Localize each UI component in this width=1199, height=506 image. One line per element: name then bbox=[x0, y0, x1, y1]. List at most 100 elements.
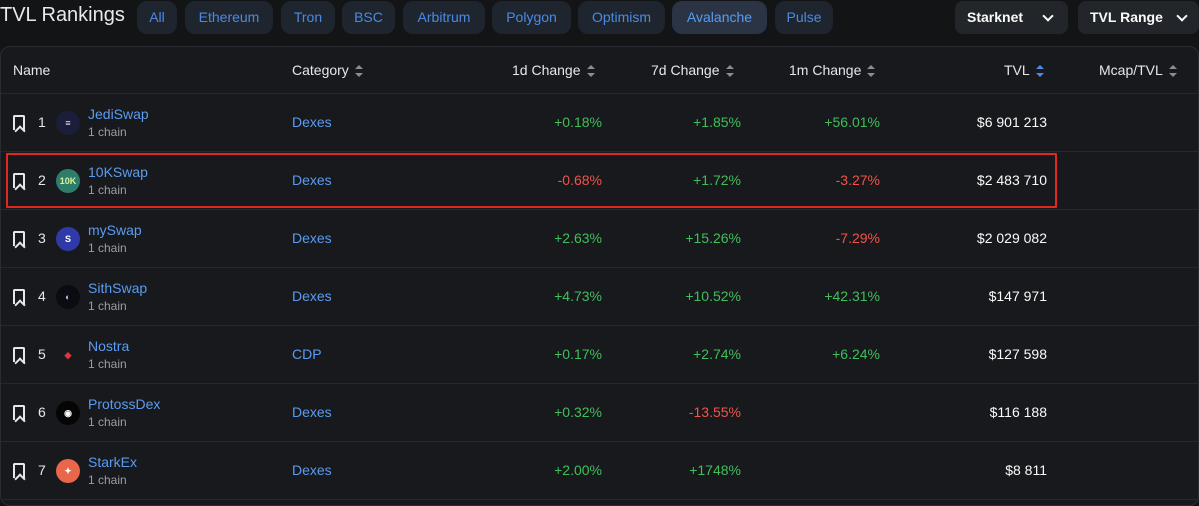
chain-count: 1 chain bbox=[88, 299, 127, 313]
rank-number: 4 bbox=[38, 288, 46, 304]
change-7d: -13.55% bbox=[688, 404, 741, 420]
category-link[interactable]: Dexes bbox=[292, 462, 332, 478]
protocol-logo: ◐ bbox=[56, 285, 80, 309]
protocol-logo: ◆ bbox=[56, 343, 80, 367]
bookmark-icon[interactable] bbox=[13, 231, 25, 246]
tvl-value: $116 188 bbox=[989, 404, 1047, 420]
rank-number: 5 bbox=[38, 346, 46, 362]
protocol-logo: ◉ bbox=[56, 401, 80, 425]
change-1d: +0.32% bbox=[554, 404, 602, 420]
change-7d: +1.72% bbox=[693, 172, 741, 188]
bookmark-icon[interactable] bbox=[13, 289, 25, 304]
rank-number: 2 bbox=[38, 172, 46, 188]
category-link[interactable]: Dexes bbox=[292, 288, 332, 304]
sort-icon bbox=[725, 65, 734, 78]
category-link[interactable]: Dexes bbox=[292, 230, 332, 246]
change-1d: +0.18% bbox=[554, 114, 602, 130]
column-header-tvl[interactable]: TVL bbox=[1004, 62, 1044, 78]
change-7d: +1.85% bbox=[693, 114, 741, 130]
bookmark-icon[interactable] bbox=[13, 173, 25, 188]
protocol-logo: S bbox=[56, 227, 80, 251]
chain-filter-arbitrum[interactable]: Arbitrum bbox=[403, 1, 485, 34]
tvl-value: $6 901 213 bbox=[976, 114, 1047, 130]
column-header-1m-change[interactable]: 1m Change bbox=[789, 62, 876, 78]
protocol-logo: 10K bbox=[56, 169, 80, 193]
change-1d: +2.00% bbox=[554, 462, 602, 478]
category-link[interactable]: CDP bbox=[292, 346, 322, 362]
chain-filter-polygon[interactable]: Polygon bbox=[492, 1, 571, 34]
top-bar: TVL Rankings All Ethereum Tron BSC Arbit… bbox=[0, 0, 1199, 37]
table-row[interactable]: 4 ◐ SithSwap 1 chain Dexes +4.73% +10.52% +42.3… bbox=[1, 268, 1198, 326]
protocol-name-link[interactable]: Nostra bbox=[88, 338, 130, 354]
page-title: TVL Rankings bbox=[0, 4, 125, 26]
protocol-name-link[interactable]: SithSwap bbox=[88, 280, 148, 296]
table-row[interactable]: 6 ◉ ProtossDex 1 chain Dexes +0.32% -13.55% $11… bbox=[1, 384, 1198, 442]
rank-number: 7 bbox=[38, 462, 46, 478]
tvl-value: $2 029 082 bbox=[976, 230, 1047, 246]
table-header: Name Category 1d Change 7d Change 1m Cha… bbox=[1, 47, 1198, 94]
column-header-category[interactable]: Category bbox=[292, 62, 363, 78]
rank-number: 1 bbox=[38, 114, 46, 130]
rank-number: 3 bbox=[38, 230, 46, 246]
protocol-name-link[interactable]: 10KSwap bbox=[88, 164, 148, 180]
tvl-range-label: TVL Range bbox=[1090, 9, 1163, 25]
column-header-1d-change[interactable]: 1d Change bbox=[512, 62, 595, 78]
chain-filter-avalanche[interactable]: Avalanche bbox=[672, 1, 767, 34]
change-1m: +42.31% bbox=[824, 288, 880, 304]
category-link[interactable]: Dexes bbox=[292, 172, 332, 188]
chevron-down-icon bbox=[1176, 10, 1188, 22]
change-1m: +56.01% bbox=[824, 114, 880, 130]
chain-count: 1 chain bbox=[88, 183, 127, 197]
protocol-name-link[interactable]: ProtossDex bbox=[88, 396, 161, 412]
sort-icon bbox=[354, 65, 363, 78]
chain-filter-tron[interactable]: Tron bbox=[281, 1, 335, 34]
category-link[interactable]: Dexes bbox=[292, 114, 332, 130]
chain-filter-all[interactable]: All bbox=[137, 1, 177, 34]
sort-icon bbox=[1035, 65, 1044, 78]
sort-icon bbox=[1168, 65, 1177, 78]
column-header-7d-change[interactable]: 7d Change bbox=[651, 62, 734, 78]
chain-filter-ethereum[interactable]: Ethereum bbox=[185, 1, 273, 34]
protocol-name-link[interactable]: StarkEx bbox=[88, 454, 138, 470]
category-link[interactable]: Dexes bbox=[292, 404, 332, 420]
table-row[interactable]: 2 10K 10KSwap 1 chain Dexes -0.68% +1.72% -3.27… bbox=[1, 152, 1198, 210]
tvl-value: $2 483 710 bbox=[976, 172, 1047, 188]
tvl-value: $127 598 bbox=[988, 346, 1047, 362]
column-header-name[interactable]: Name bbox=[13, 62, 51, 78]
change-1d: +0.17% bbox=[554, 346, 602, 362]
change-1m: -3.27% bbox=[835, 172, 880, 188]
chain-filter-optimism[interactable]: Optimism bbox=[578, 1, 665, 34]
change-7d: +2.74% bbox=[693, 346, 741, 362]
bookmark-icon[interactable] bbox=[13, 115, 25, 130]
bookmark-icon[interactable] bbox=[13, 347, 25, 362]
chain-count: 1 chain bbox=[88, 473, 127, 487]
chain-select[interactable]: Starknet bbox=[955, 1, 1068, 34]
protocol-name-link[interactable]: mySwap bbox=[88, 222, 142, 238]
table-row[interactable]: 5 ◆ Nostra 1 chain CDP +0.17% +2.74% +6.24% $127… bbox=[1, 326, 1198, 384]
change-7d: +15.26% bbox=[685, 230, 741, 246]
tvl-range-select[interactable]: TVL Range bbox=[1078, 1, 1199, 34]
chain-count: 1 chain bbox=[88, 125, 127, 139]
column-header-mcap-tvl[interactable]: Mcap/TVL bbox=[1099, 62, 1177, 78]
protocol-logo: ≡ bbox=[56, 111, 80, 135]
change-1d: -0.68% bbox=[557, 172, 602, 188]
tvl-value: $147 971 bbox=[988, 288, 1047, 304]
sort-icon bbox=[867, 65, 876, 78]
table-row[interactable]: 1 ≡ JediSwap 1 chain Dexes +0.18% +1.85% +56.01… bbox=[1, 94, 1198, 152]
tvl-value: $8 811 bbox=[1005, 462, 1047, 478]
change-1d: +4.73% bbox=[554, 288, 602, 304]
bookmark-icon[interactable] bbox=[13, 405, 25, 420]
chevron-down-icon bbox=[1042, 10, 1054, 22]
chain-filter-pulse[interactable]: Pulse bbox=[775, 1, 833, 34]
protocol-name-link[interactable]: JediSwap bbox=[88, 106, 149, 122]
bookmark-icon[interactable] bbox=[13, 463, 25, 478]
protocol-logo: ✦ bbox=[56, 459, 80, 483]
change-1m: -7.29% bbox=[835, 230, 880, 246]
change-1m: +6.24% bbox=[832, 346, 880, 362]
change-7d: +1748% bbox=[689, 462, 741, 478]
chain-count: 1 chain bbox=[88, 357, 127, 371]
table-row[interactable]: 7 ✦ StarkEx 1 chain Dexes +2.00% +1748% $8 811 bbox=[1, 442, 1198, 500]
chain-filter-bsc[interactable]: BSC bbox=[342, 1, 395, 34]
chain-select-value: Starknet bbox=[967, 9, 1024, 25]
